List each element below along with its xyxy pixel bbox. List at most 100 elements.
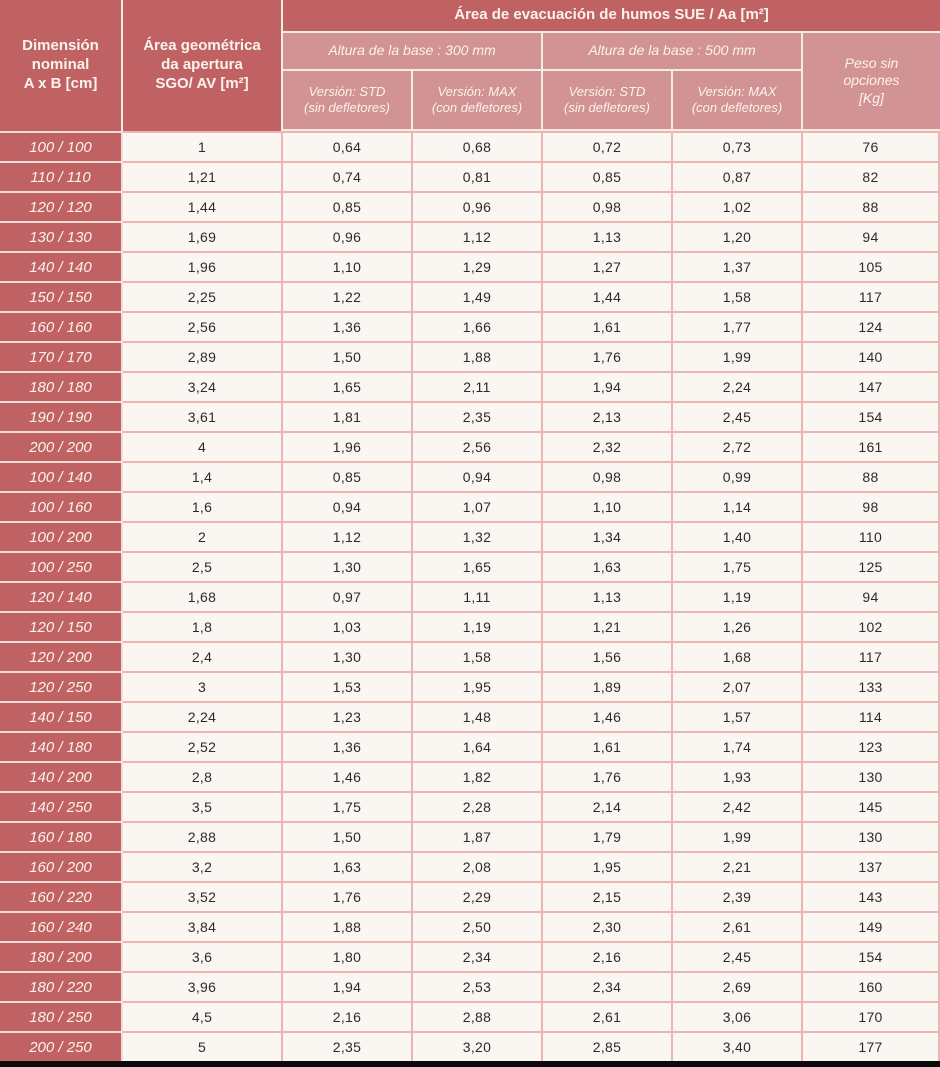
value-cell: 3,61 bbox=[123, 401, 283, 431]
value-cell: 2,35 bbox=[413, 401, 543, 431]
table-row: 120 / 150 1,8 1,03 1,19 1,21 1,26 102 bbox=[0, 611, 940, 641]
value-cell: 124 bbox=[803, 311, 940, 341]
value-cell: 1,32 bbox=[413, 521, 543, 551]
value-cell: 2,24 bbox=[123, 701, 283, 731]
value-cell: 4,5 bbox=[123, 1001, 283, 1031]
value-cell: 1,46 bbox=[543, 701, 673, 731]
value-cell: 0,98 bbox=[543, 191, 673, 221]
value-cell: 0,85 bbox=[283, 191, 413, 221]
header-version-max-500: Versión: MAX (con defletores) bbox=[673, 71, 803, 131]
table-row: 170 / 170 2,89 1,50 1,88 1,76 1,99 140 bbox=[0, 341, 940, 371]
table-row: 150 / 150 2,25 1,22 1,49 1,44 1,58 117 bbox=[0, 281, 940, 311]
value-cell: 1,46 bbox=[283, 761, 413, 791]
value-cell: 154 bbox=[803, 401, 940, 431]
value-cell: 2,50 bbox=[413, 911, 543, 941]
value-cell: 1,69 bbox=[123, 221, 283, 251]
dimension-cell: 140 / 150 bbox=[0, 701, 123, 731]
table-row: 160 / 220 3,52 1,76 2,29 2,15 2,39 143 bbox=[0, 881, 940, 911]
dimension-cell: 200 / 200 bbox=[0, 431, 123, 461]
value-cell: 1,12 bbox=[413, 221, 543, 251]
value-cell: 1,26 bbox=[673, 611, 803, 641]
value-cell: 0,81 bbox=[413, 161, 543, 191]
value-cell: 1,20 bbox=[673, 221, 803, 251]
value-cell: 0,74 bbox=[283, 161, 413, 191]
value-cell: 2,14 bbox=[543, 791, 673, 821]
value-cell: 2,08 bbox=[413, 851, 543, 881]
dimension-cell: 120 / 250 bbox=[0, 671, 123, 701]
dimension-cell: 140 / 140 bbox=[0, 251, 123, 281]
value-cell: 1,4 bbox=[123, 461, 283, 491]
value-cell: 117 bbox=[803, 281, 940, 311]
value-cell: 1,13 bbox=[543, 581, 673, 611]
value-cell: 0,94 bbox=[413, 461, 543, 491]
value-cell: 3,96 bbox=[123, 971, 283, 1001]
table-row: 160 / 180 2,88 1,50 1,87 1,79 1,99 130 bbox=[0, 821, 940, 851]
value-cell: 1,57 bbox=[673, 701, 803, 731]
dimension-cell: 160 / 200 bbox=[0, 851, 123, 881]
value-cell: 2,5 bbox=[123, 551, 283, 581]
value-cell: 3,06 bbox=[673, 1001, 803, 1031]
value-cell: 1,40 bbox=[673, 521, 803, 551]
dimension-cell: 140 / 180 bbox=[0, 731, 123, 761]
value-cell: 1,88 bbox=[413, 341, 543, 371]
value-cell: 133 bbox=[803, 671, 940, 701]
header-evacuation-group: Área de evacuación de humos SUE / Aa [m²… bbox=[283, 0, 940, 33]
value-cell: 1,99 bbox=[673, 821, 803, 851]
value-cell: 1,6 bbox=[123, 491, 283, 521]
value-cell: 1,27 bbox=[543, 251, 673, 281]
value-cell: 154 bbox=[803, 941, 940, 971]
value-cell: 2,35 bbox=[283, 1031, 413, 1061]
value-cell: 3,40 bbox=[673, 1031, 803, 1061]
dimension-cell: 140 / 200 bbox=[0, 761, 123, 791]
value-cell: 1,65 bbox=[283, 371, 413, 401]
dimension-cell: 140 / 250 bbox=[0, 791, 123, 821]
value-cell: 3,52 bbox=[123, 881, 283, 911]
dimension-cell: 100 / 140 bbox=[0, 461, 123, 491]
table-row: 140 / 140 1,96 1,10 1,29 1,27 1,37 105 bbox=[0, 251, 940, 281]
table-row: 100 / 200 2 1,12 1,32 1,34 1,40 110 bbox=[0, 521, 940, 551]
table-row: 140 / 200 2,8 1,46 1,82 1,76 1,93 130 bbox=[0, 761, 940, 791]
value-cell: 105 bbox=[803, 251, 940, 281]
dimension-cell: 120 / 140 bbox=[0, 581, 123, 611]
value-cell: 2,24 bbox=[673, 371, 803, 401]
value-cell: 0,85 bbox=[543, 161, 673, 191]
table-row: 130 / 130 1,69 0,96 1,12 1,13 1,20 94 bbox=[0, 221, 940, 251]
value-cell: 2,45 bbox=[673, 941, 803, 971]
value-cell: 140 bbox=[803, 341, 940, 371]
value-cell: 2,88 bbox=[413, 1001, 543, 1031]
value-cell: 1,19 bbox=[413, 611, 543, 641]
dimension-cell: 180 / 250 bbox=[0, 1001, 123, 1031]
value-cell: 110 bbox=[803, 521, 940, 551]
value-cell: 114 bbox=[803, 701, 940, 731]
value-cell: 2,52 bbox=[123, 731, 283, 761]
value-cell: 0,94 bbox=[283, 491, 413, 521]
value-cell: 1,36 bbox=[283, 311, 413, 341]
value-cell: 2,07 bbox=[673, 671, 803, 701]
value-cell: 0,98 bbox=[543, 461, 673, 491]
value-cell: 1,95 bbox=[543, 851, 673, 881]
value-cell: 1,34 bbox=[543, 521, 673, 551]
value-cell: 1 bbox=[123, 131, 283, 161]
value-cell: 1,44 bbox=[123, 191, 283, 221]
value-cell: 2,45 bbox=[673, 401, 803, 431]
dimension-cell: 120 / 120 bbox=[0, 191, 123, 221]
dimension-cell: 120 / 150 bbox=[0, 611, 123, 641]
value-cell: 88 bbox=[803, 191, 940, 221]
value-cell: 1,75 bbox=[283, 791, 413, 821]
dimension-cell: 120 / 200 bbox=[0, 641, 123, 671]
value-cell: 1,19 bbox=[673, 581, 803, 611]
value-cell: 1,03 bbox=[283, 611, 413, 641]
value-cell: 1,22 bbox=[283, 281, 413, 311]
value-cell: 3,5 bbox=[123, 791, 283, 821]
value-cell: 2,13 bbox=[543, 401, 673, 431]
value-cell: 1,61 bbox=[543, 731, 673, 761]
dimension-cell: 160 / 160 bbox=[0, 311, 123, 341]
header-dimension-nominal: Dimensión nominal A x B [cm] bbox=[0, 0, 123, 131]
value-cell: 2,53 bbox=[413, 971, 543, 1001]
table-row: 180 / 220 3,96 1,94 2,53 2,34 2,69 160 bbox=[0, 971, 940, 1001]
value-cell: 1,80 bbox=[283, 941, 413, 971]
header-version-std-300: Versión: STD (sin defletores) bbox=[283, 71, 413, 131]
value-cell: 130 bbox=[803, 761, 940, 791]
value-cell: 94 bbox=[803, 581, 940, 611]
